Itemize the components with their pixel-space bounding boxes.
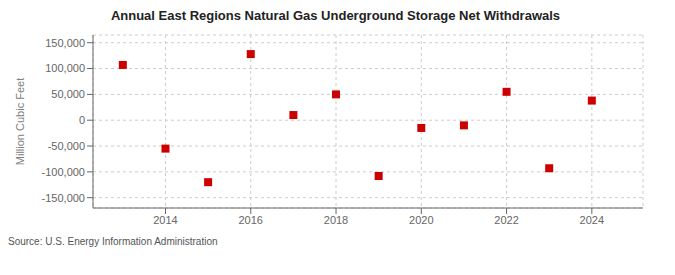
svg-text:-50,000: -50,000 [48,140,85,152]
svg-text:Million Cubic Feet: Million Cubic Feet [14,78,26,165]
svg-text:2014: 2014 [153,214,177,226]
svg-text:0: 0 [79,114,85,126]
svg-text:2024: 2024 [580,214,604,226]
html-text:Annual East Regions Natural Ga: Annual East Regions Natural Gas Undergro… [110,8,561,23]
html-text:Source: U.S. Energy Informatio: Source: U.S. Energy Information Administ… [8,236,218,247]
svg-text:2016: 2016 [239,214,263,226]
svg-text:100,000: 100,000 [45,62,85,74]
svg-text:2018: 2018 [324,214,348,226]
svg-text:2022: 2022 [494,214,518,226]
svg-text:150,000: 150,000 [45,37,85,49]
svg-text:50,000: 50,000 [51,88,85,100]
svg-text:-150,000: -150,000 [42,192,85,204]
svg-text:2020: 2020 [409,214,433,226]
svg-text:-100,000: -100,000 [42,166,85,178]
